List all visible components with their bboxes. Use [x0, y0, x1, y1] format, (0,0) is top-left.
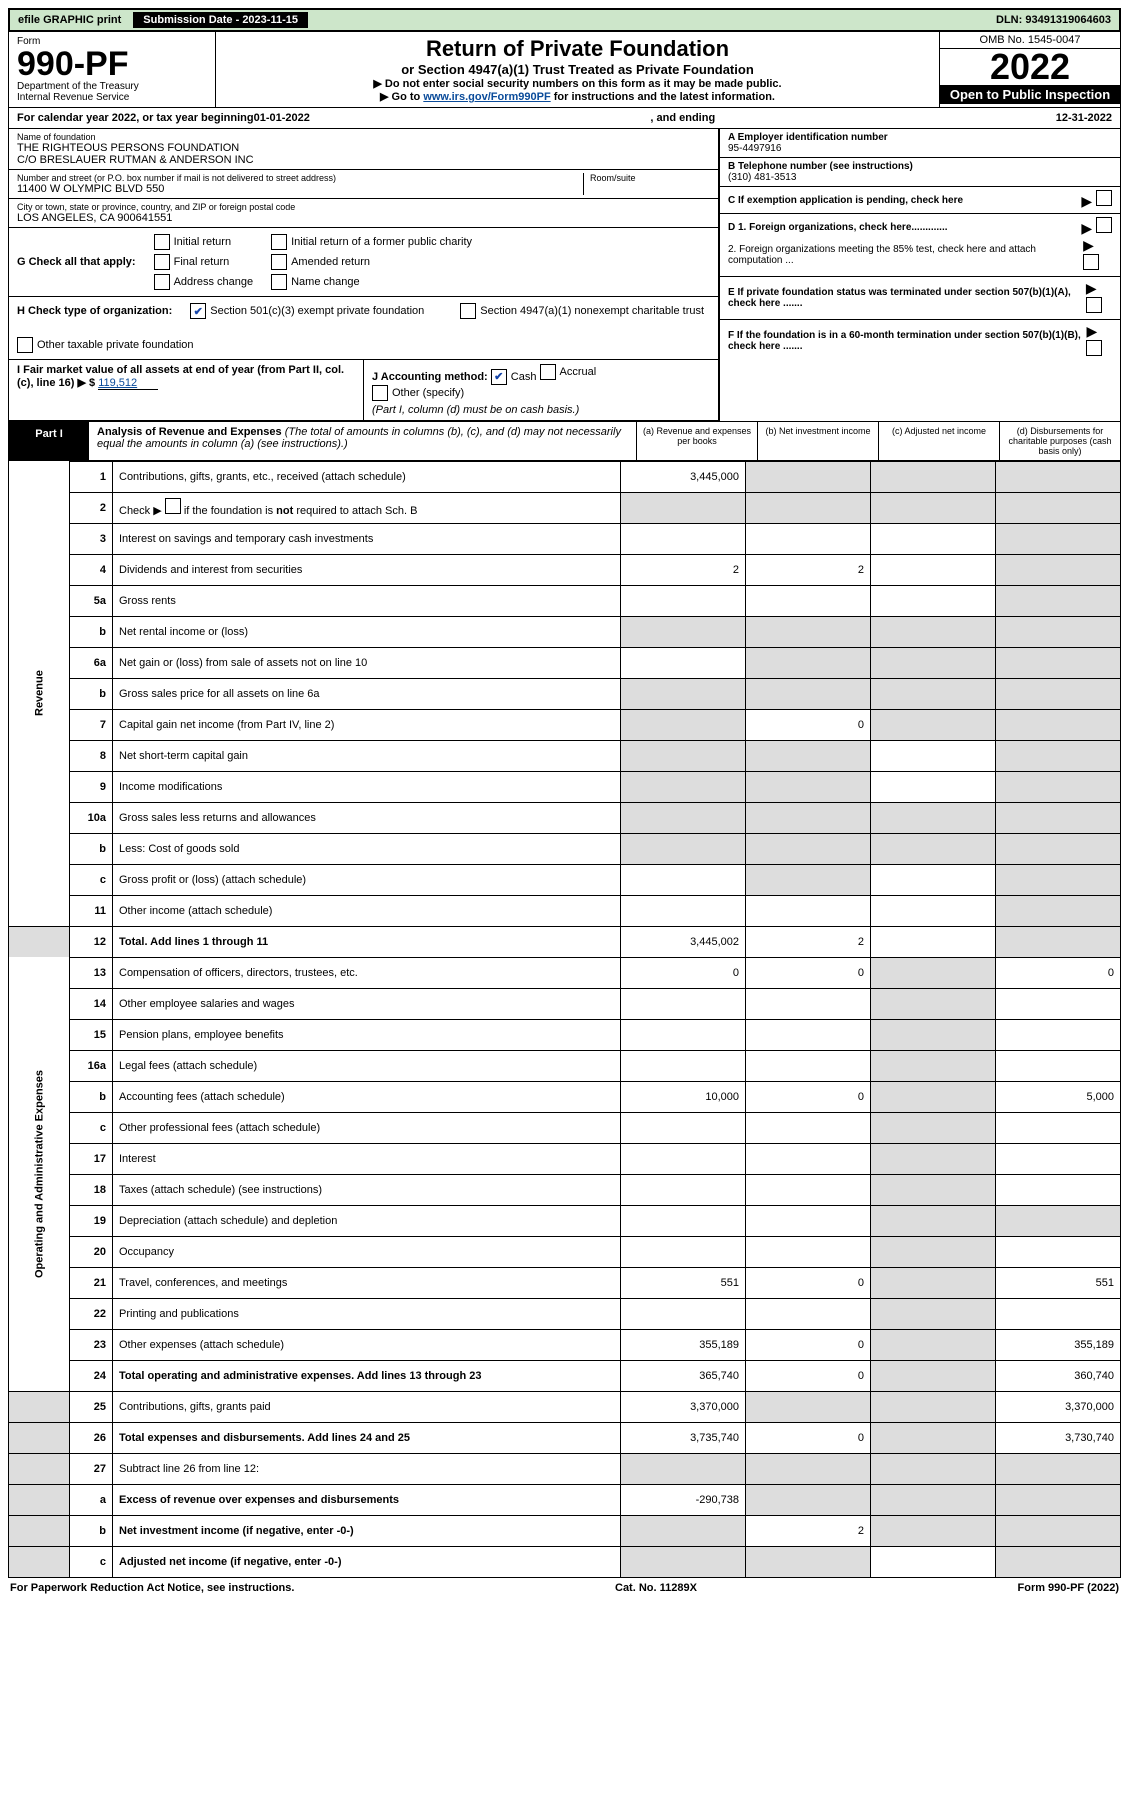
col-d-header: (d) Disbursements for charitable purpose… [999, 422, 1120, 460]
phone-cell: B Telephone number (see instructions) (3… [720, 158, 1120, 187]
checkbox-d2[interactable] [1083, 254, 1099, 270]
expenses-sidebar: Operating and Administrative Expenses [9, 957, 70, 1391]
form-link[interactable]: www.irs.gov/Form990PF [423, 91, 550, 103]
checkbox-initial-former[interactable] [271, 234, 287, 250]
dept-irs: Internal Revenue Service [17, 92, 207, 103]
checkbox-d1[interactable] [1096, 217, 1112, 233]
open-public-badge: Open to Public Inspection [940, 85, 1120, 104]
f-cell: F If the foundation is in a 60-month ter… [720, 320, 1120, 362]
col-b-header: (b) Net investment income [757, 422, 878, 460]
checkbox-4947[interactable] [460, 303, 476, 319]
checkbox-amended[interactable] [271, 254, 287, 270]
form-ref: Form 990-PF (2022) [1018, 1582, 1119, 1594]
form-header: Form 990-PF Department of the Treasury I… [8, 32, 1121, 108]
form-subtitle: or Section 4947(a)(1) Trust Treated as P… [220, 62, 935, 77]
part1-header: Part I Analysis of Revenue and Expenses … [8, 422, 1121, 461]
entity-info: Name of foundation THE RIGHTEOUS PERSONS… [8, 129, 1121, 422]
form-number: 990-PF [17, 47, 207, 81]
d-cell: D 1. Foreign organizations, check here..… [720, 214, 1120, 277]
checkbox-other-method[interactable] [372, 385, 388, 401]
dept-treasury: Department of the Treasury [17, 81, 207, 92]
efile-label: efile GRAPHIC print [18, 14, 121, 26]
checkbox-name[interactable] [271, 274, 287, 290]
i-fmv-cell: I Fair market value of all assets at end… [9, 360, 363, 420]
checkbox-cash[interactable]: ✔ [491, 369, 507, 385]
tax-year: 2022 [940, 49, 1120, 85]
g-check-row: G Check all that apply: Initial return I… [9, 228, 718, 297]
checkbox-address[interactable] [154, 274, 170, 290]
page-footer: For Paperwork Reduction Act Notice, see … [8, 1578, 1121, 1598]
fmv-value[interactable]: 119,512 [98, 377, 158, 390]
j-accounting-cell: J Accounting method: ✔Cash Accrual Other… [363, 360, 718, 420]
checkbox-final[interactable] [154, 254, 170, 270]
ein-cell: A Employer identification number 95-4497… [720, 129, 1120, 158]
checkbox-accrual[interactable] [540, 364, 556, 380]
paperwork-notice: For Paperwork Reduction Act Notice, see … [10, 1582, 294, 1594]
address-cell: Number and street (or P.O. box number if… [9, 170, 718, 199]
note-ssn: ▶ Do not enter social security numbers o… [220, 77, 935, 90]
analysis-table: Revenue 1Contributions, gifts, grants, e… [8, 461, 1121, 1578]
efile-top-bar: efile GRAPHIC print Submission Date - 20… [8, 8, 1121, 32]
checkbox-e[interactable] [1086, 297, 1102, 313]
city-cell: City or town, state or province, country… [9, 199, 718, 228]
checkbox-c[interactable] [1096, 190, 1112, 206]
col-a-header: (a) Revenue and expenses per books [636, 422, 757, 460]
checkbox-schb[interactable] [165, 498, 181, 514]
cat-no: Cat. No. 11289X [615, 1582, 697, 1594]
dln-label: DLN: 93491319064603 [996, 14, 1111, 26]
h-check-row: H Check type of organization: ✔Section 5… [9, 297, 718, 360]
checkbox-501c3[interactable]: ✔ [190, 303, 206, 319]
foundation-name-cell: Name of foundation THE RIGHTEOUS PERSONS… [9, 129, 718, 170]
col-c-header: (c) Adjusted net income [878, 422, 999, 460]
c-cell: C If exemption application is pending, c… [720, 187, 1120, 214]
note-goto: ▶ Go to www.irs.gov/Form990PF for instru… [220, 90, 935, 103]
checkbox-other-tax[interactable] [17, 337, 33, 353]
checkbox-f[interactable] [1086, 340, 1102, 356]
revenue-sidebar: Revenue [9, 461, 70, 926]
e-cell: E If private foundation status was termi… [720, 277, 1120, 320]
form-title: Return of Private Foundation [220, 36, 935, 62]
calendar-year-row: For calendar year 2022, or tax year begi… [8, 108, 1121, 129]
checkbox-initial[interactable] [154, 234, 170, 250]
submission-date: Submission Date - 2023-11-15 [133, 12, 308, 28]
